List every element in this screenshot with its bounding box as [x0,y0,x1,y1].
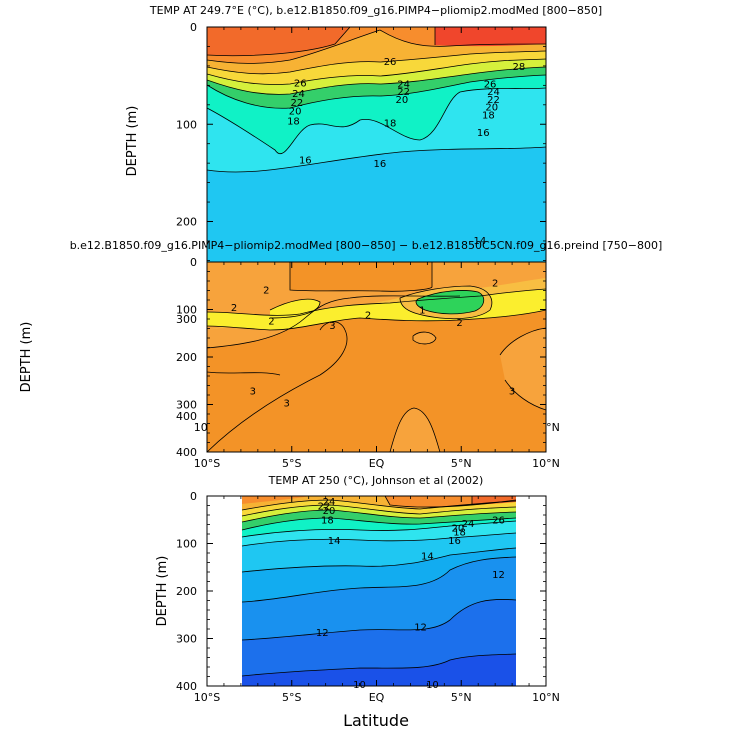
contour-label: 16 [477,128,490,139]
contour-label: 20 [289,107,302,118]
y-tick-label: 400 [176,446,197,459]
contour-label: 18 [384,118,397,129]
contour-label: 26 [492,515,505,526]
panel-3-ylabel: DEPTH (m) [155,556,170,627]
contour-label: 12 [414,623,427,634]
contour-label: 18 [453,528,466,539]
x-axis-title: Latitude [343,711,409,730]
contour-label: 2 [263,286,269,297]
contour-label: 24 [323,497,336,508]
x-tick-label: 5°N [451,457,472,470]
panel-2-title: b.e12.B1850.f09_g16.PIMP4−pliomip2.modMe… [70,239,663,252]
y-tick-label: 0 [190,256,197,269]
contour-label: 14 [421,551,434,562]
contour-label: 20 [485,103,498,114]
contour-label: 16 [299,155,312,166]
contour-label: 28 [513,62,526,73]
panel-1-title: TEMP AT 249.7°E (°C), b.e12.B1850.f09_g1… [149,4,602,17]
y-tick-label: 300 [176,399,197,412]
contour-label: 18 [287,116,300,127]
y-tick-label: 200 [176,351,197,364]
contour-label: 16 [374,159,387,170]
panel-3: TEMP AT 250 (°C), Johnson et al (2002) [155,474,560,730]
panel-3-y-axis: 0 100 200 300 400 [176,490,546,693]
contour-label: 26 [294,78,307,89]
y-tick-label: 0 [190,490,197,503]
panel-2: b.e12.B1850.f09_g16.PIMP4−pliomip2.modMe… [19,239,662,470]
contour-label: 18 [321,515,334,526]
contour-label: 12 [316,628,329,639]
x-tick-label: 10°S [194,691,220,704]
contour-label: 2 [268,316,274,327]
y-tick-label: 200 [176,216,197,229]
contour-label: 20 [451,523,464,534]
x-tick-label: EQ [369,691,385,704]
contour-label: 2 [492,278,498,289]
y-tick-label: 100 [176,118,197,131]
contour-label: 18 [482,111,495,122]
panel-2-contour-labels: 2 2 2 2 1 2 2 3 3 3 3 [231,278,515,409]
y-tick-label: 400 [176,680,197,693]
y-tick-label: 400 [176,410,197,423]
panel-3-x-axis: 10°S 5°S EQ 5°N 10°N [194,496,560,704]
y-tick-label: 100 [176,538,197,551]
panel-2-ylabel: DEPTH (m) [19,322,34,393]
contour-label: 2 [231,303,237,314]
contour-label: 26 [384,57,397,68]
contour-label: 3 [283,399,289,410]
panel-3-contours [207,496,546,686]
contour-label: 3 [509,387,515,398]
contour-label: 10 [426,680,439,691]
contour-label: 14 [328,536,341,547]
contour-label: 26 [484,79,497,90]
contour-label: 12 [492,570,505,581]
contour-label: 24 [292,89,305,100]
contour-label: 24 [487,87,500,98]
x-tick-label: 5°S [282,457,301,470]
x-tick-label: 10°S [194,457,220,470]
contour-label: 16 [448,536,461,547]
contour-label: 22 [290,98,303,109]
x-tick-label: 5°N [451,691,472,704]
x-tick-label: 10°N [532,457,560,470]
contour-label: 22 [318,502,331,513]
x-tick-label: 10°N [532,691,560,704]
y-tick-label: 300 [176,633,197,646]
panel-2-x-axis: 10°S 5°S EQ 5°N 10°N [194,262,560,470]
contour-label: 20 [396,95,409,106]
contour-label: 3 [250,387,256,398]
contour-label: 1 [419,306,425,317]
contour-label: 24 [462,519,475,530]
panel-1-ylabel: DEPTH (m) [125,106,140,177]
contour-label: 14 [474,236,487,247]
panel-2-contours [207,262,546,452]
contour-label: 3 [329,321,335,332]
contour-label: 22 [487,95,500,106]
y-tick-label: 300 [176,313,197,326]
contour-label: 24 [397,79,410,90]
x-tick-label: EQ [369,457,385,470]
contour-label: 2 [456,318,462,329]
y-tick-label: 0 [190,21,197,34]
panel-3-title: TEMP AT 250 (°C), Johnson et al (2002) [268,474,484,487]
contour-label: 22 [397,87,410,98]
y-tick-label: 200 [176,585,197,598]
contour-label: 20 [323,506,336,517]
contour-label: 2 [365,310,371,321]
x-tick-label: 5°S [282,691,301,704]
y-tick-label: 100 [176,304,197,317]
